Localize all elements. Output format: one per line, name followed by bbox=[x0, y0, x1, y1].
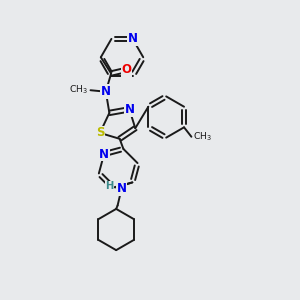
Text: N: N bbox=[99, 148, 109, 160]
Text: S: S bbox=[96, 126, 104, 140]
Text: N: N bbox=[128, 32, 138, 45]
Text: CH$_3$: CH$_3$ bbox=[69, 84, 88, 97]
Text: N: N bbox=[124, 103, 134, 116]
Text: N: N bbox=[116, 182, 127, 195]
Text: O: O bbox=[122, 63, 131, 76]
Text: H: H bbox=[106, 181, 114, 191]
Text: N: N bbox=[101, 85, 111, 98]
Text: CH$_3$: CH$_3$ bbox=[193, 130, 212, 143]
